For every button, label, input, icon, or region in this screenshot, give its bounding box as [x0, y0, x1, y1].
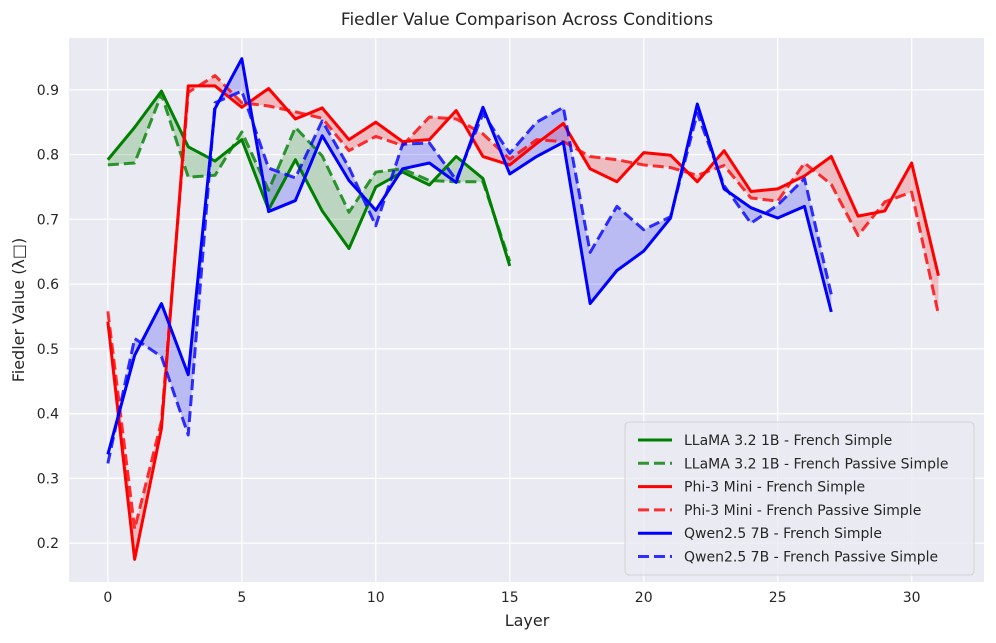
series-lines: [106, 57, 940, 561]
x-tick-label: 0: [103, 590, 112, 606]
legend-label: LLaMA 3.2 1B - French Passive Simple: [684, 456, 948, 472]
legend-label: Qwen2.5 7B - French Passive Simple: [684, 550, 938, 566]
series-line-1: [106, 89, 512, 267]
x-tick-label: 30: [903, 590, 921, 606]
x-axis-title: Layer: [505, 611, 550, 630]
x-tick-label: 10: [367, 590, 385, 606]
legend-frame: [624, 421, 975, 576]
y-tick-label: 0.6: [37, 277, 59, 293]
y-tick-label: 0.2: [37, 536, 59, 552]
y-tick-label: 0.8: [37, 148, 59, 164]
x-tick-label: 15: [501, 590, 519, 606]
legend: LLaMA 3.2 1B - French Simple LLaMA 3.2 1B…: [624, 421, 975, 576]
x-axis-ticks: 0 5 10 15 20 25 30: [103, 590, 920, 606]
y-tick-label: 0.5: [37, 342, 59, 358]
x-tick-label: 5: [237, 590, 246, 606]
x-tick-label: 25: [769, 590, 787, 606]
shaded-differences: [107, 58, 939, 560]
y-tick-label: 0.3: [37, 471, 59, 487]
legend-label: Qwen2.5 7B - French Simple: [684, 526, 882, 542]
series-line-6: [106, 89, 833, 464]
series-line-4: [106, 74, 940, 531]
x-tick-label: 20: [635, 590, 653, 606]
legend-label: Phi-3 Mini - French Simple: [684, 480, 865, 496]
y-axis-title: Fiedler Value (λ□): [9, 238, 28, 383]
y-tick-label: 0.7: [37, 212, 59, 228]
series-line-3: [106, 84, 940, 561]
series-line-2: [107, 92, 512, 262]
legend-label: Phi-3 Mini - French Passive Simple: [684, 503, 921, 519]
y-axis-ticks: 0.2 0.3 0.4 0.5 0.6 0.7 0.8 0.9: [37, 83, 59, 552]
y-tick-label: 0.4: [37, 407, 59, 423]
y-tick-label: 0.9: [37, 83, 59, 99]
difference-band: [107, 91, 510, 266]
chart-title: Fiedler Value Comparison Across Conditio…: [341, 10, 713, 30]
legend-label: LLaMA 3.2 1B - French Simple: [684, 433, 892, 449]
